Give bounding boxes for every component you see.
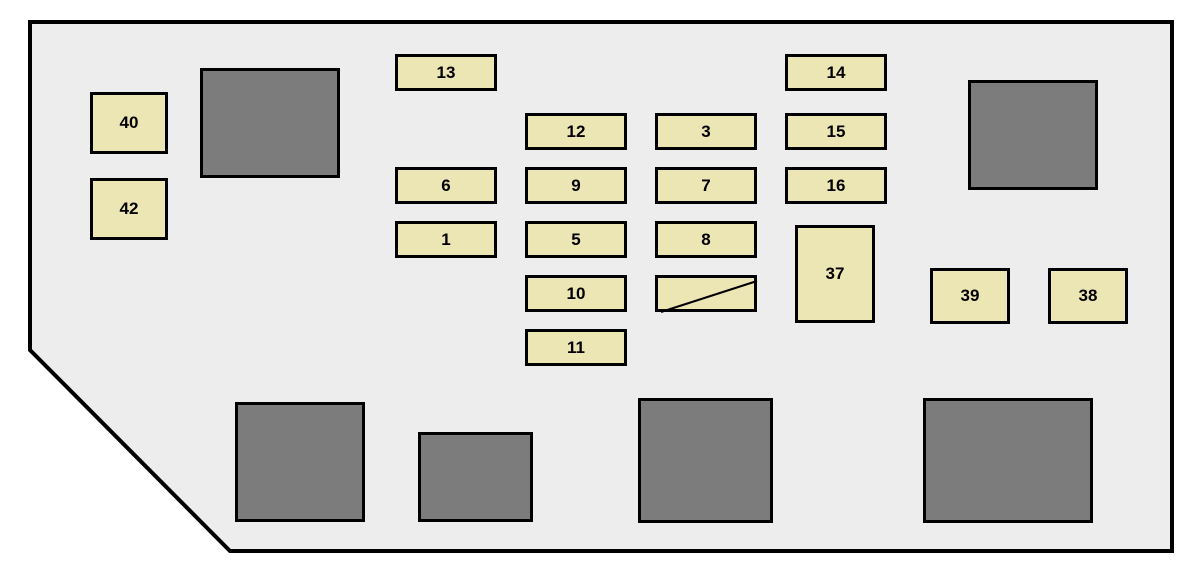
fuse-8-label: 8	[701, 230, 710, 250]
fuse-12-label: 12	[567, 122, 586, 142]
fuse-40: 40	[90, 92, 168, 154]
fuse-slash	[655, 275, 757, 312]
fuse-12: 12	[525, 113, 627, 150]
fuse-slash-slash-icon	[658, 278, 760, 315]
diagram-canvas: 4042136112951011378141516373938	[0, 0, 1202, 573]
fuse-16: 16	[785, 167, 887, 204]
fuse-39-label: 39	[961, 286, 980, 306]
fuse-39: 39	[930, 268, 1010, 324]
fuse-37: 37	[795, 225, 875, 323]
fuse-5: 5	[525, 221, 627, 258]
fuse-38-label: 38	[1079, 286, 1098, 306]
gray-bottom-2	[418, 432, 533, 522]
fuse-38: 38	[1048, 268, 1128, 324]
fuse-42-label: 42	[120, 199, 139, 219]
fuse-9-label: 9	[571, 176, 580, 196]
fuse-9: 9	[525, 167, 627, 204]
fuse-14-label: 14	[827, 63, 846, 83]
fuse-8: 8	[655, 221, 757, 258]
fuse-14: 14	[785, 54, 887, 91]
gray-top-right	[968, 80, 1098, 190]
fuse-6-label: 6	[441, 176, 450, 196]
fuse-37-label: 37	[826, 264, 845, 284]
fuse-40-label: 40	[120, 113, 139, 133]
fuse-15-label: 15	[827, 122, 846, 142]
gray-bottom-1	[235, 402, 365, 522]
fuse-1-label: 1	[441, 230, 450, 250]
fuse-42: 42	[90, 178, 168, 240]
fuse-15: 15	[785, 113, 887, 150]
fuse-5-label: 5	[571, 230, 580, 250]
fuse-7: 7	[655, 167, 757, 204]
fuse-11: 11	[525, 329, 627, 366]
fuse-11-label: 11	[567, 338, 585, 358]
fuse-1: 1	[395, 221, 497, 258]
fuse-6: 6	[395, 167, 497, 204]
gray-bottom-4	[923, 398, 1093, 523]
fuse-3-label: 3	[701, 122, 710, 142]
gray-top-left	[200, 68, 340, 178]
fuse-13: 13	[395, 54, 497, 91]
fuse-10-label: 10	[567, 284, 586, 304]
fuse-3: 3	[655, 113, 757, 150]
fuse-16-label: 16	[827, 176, 846, 196]
fuse-13-label: 13	[437, 63, 456, 83]
fuse-10: 10	[525, 275, 627, 312]
fuse-7-label: 7	[701, 176, 710, 196]
gray-bottom-3	[638, 398, 773, 523]
